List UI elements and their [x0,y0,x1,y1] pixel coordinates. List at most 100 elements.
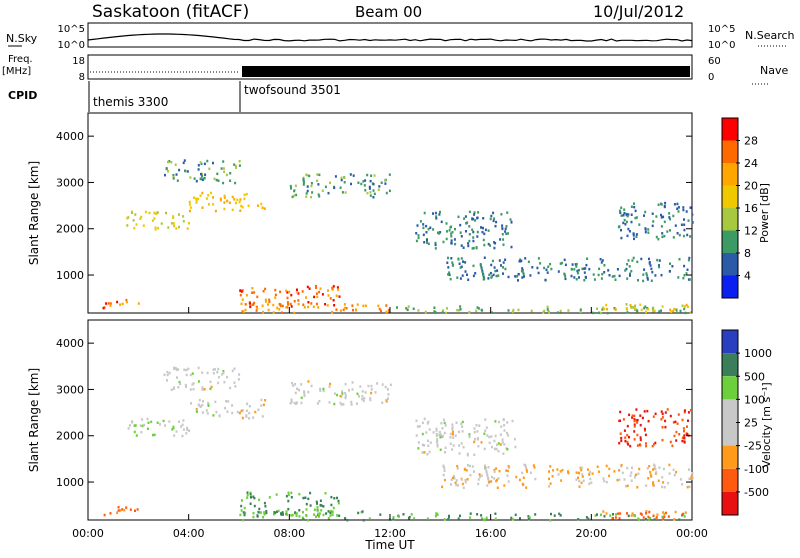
echo-cell [685,210,688,213]
echo-cell [329,514,332,517]
echo-cell [477,482,480,486]
echo-cell [626,466,629,470]
echo-cell [223,194,226,198]
echo-cell [441,485,444,489]
echo-cell [140,430,143,434]
echo-cell [466,453,469,457]
echo-cell [439,210,441,214]
echo-cell [183,368,186,371]
echo-cell [626,311,629,314]
echo-cell [504,258,507,261]
echo-cell [331,287,334,290]
echo-cell [657,203,660,206]
echo-cell [290,491,293,495]
echo-cell [274,293,277,297]
colorbar-swatch [722,118,738,141]
echo-cell [625,303,628,306]
echo-cell [629,474,632,477]
echo-cell [103,513,106,517]
echo-cell [298,388,300,392]
echo-cell [450,239,453,242]
echo-cell [121,508,124,511]
echo-cell [648,257,650,261]
echo-cell [645,512,648,515]
echo-cell [263,501,266,505]
echo-cell [164,424,167,427]
echo-cell [290,187,292,190]
echo-cell [199,194,202,197]
echo-cell [293,311,296,315]
echo-cell [527,260,530,264]
echo-cell [603,515,606,518]
echo-cell [548,470,550,473]
echo-cell [367,384,370,388]
echo-cell [459,231,462,234]
echo-cell [296,387,299,390]
echo-cell [195,201,198,204]
echo-cell [246,496,249,499]
echo-cell [473,213,476,216]
echo-cell [184,169,186,173]
echo-cell [296,291,299,294]
echo-cell [488,273,491,277]
echo-cell [339,394,342,398]
echo-cell [188,209,191,213]
echo-cell [148,211,151,215]
echo-cell [319,499,322,502]
echo-cell [402,513,405,516]
echo-cell [195,198,198,201]
echo-cell [629,444,632,448]
echo-cell [605,303,608,307]
echo-cell [444,446,447,449]
echo-cell [308,287,311,290]
echo-cell [448,516,450,519]
echo-cell [660,410,663,413]
echo-cell [204,173,207,176]
echo-cell [504,267,507,271]
echo-cell [443,478,446,482]
echo-cell [598,267,601,271]
echo-cell [458,430,460,433]
echo-cell [687,419,689,422]
echo-cell [488,441,491,445]
echo-cell [153,211,156,215]
echo-cell [286,301,289,304]
echo-cell [497,449,500,453]
echo-cell [207,404,210,407]
echo-cell [316,509,319,512]
echo-cell [166,370,169,374]
echo-cell [281,304,284,308]
echo-cell [507,434,510,437]
echo-cell [224,406,227,410]
echo-cell [318,400,321,403]
echo-cell [564,263,567,267]
echo-cell [143,423,146,427]
echo-cell [473,211,476,214]
echo-cell [460,244,463,247]
echo-cell [459,277,462,280]
echo-cell [481,230,484,234]
echo-cell [185,432,188,435]
echo-cell [605,512,608,515]
echo-cell [168,371,171,375]
echo-cell [582,267,585,270]
echo-cell [182,215,185,218]
echo-cell [590,481,593,484]
echo-cell [330,509,333,513]
echo-cell [175,173,178,176]
echo-cell [188,222,190,225]
echo-cell [580,481,583,485]
echo-cell [175,227,178,230]
echo-cell [247,204,250,207]
x-tick-label: 04:00 [173,527,205,540]
echo-cell [484,228,487,232]
echo-cell [461,425,464,428]
echo-cell [177,386,180,389]
echo-cell [462,260,464,263]
echo-cell [310,384,313,388]
echo-cell [355,309,358,312]
echo-cell [634,514,636,518]
echo-cell [655,215,658,218]
echo-cell [446,518,449,521]
echo-cell [578,276,580,279]
